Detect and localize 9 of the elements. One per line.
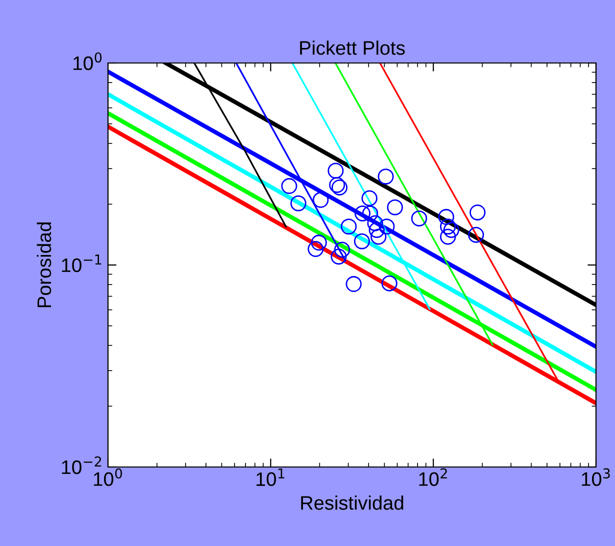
y-tick-label: 10$^{−1}$ xyxy=(62,254,102,272)
x-tick-label: 10$^{1}$ xyxy=(256,468,284,486)
y-axis-title: Porosidad xyxy=(36,222,52,308)
x-tick-label: 10$^{2}$ xyxy=(419,468,447,486)
x-tick-label: 10$^{0}$ xyxy=(94,468,122,486)
chart-title: Pickett Plots xyxy=(300,40,405,55)
x-tick-label: 10$^{3}$ xyxy=(582,468,610,486)
x-axis-title: Resistividad xyxy=(301,496,404,510)
y-tick-label: 10$^{0}$ xyxy=(74,52,102,70)
